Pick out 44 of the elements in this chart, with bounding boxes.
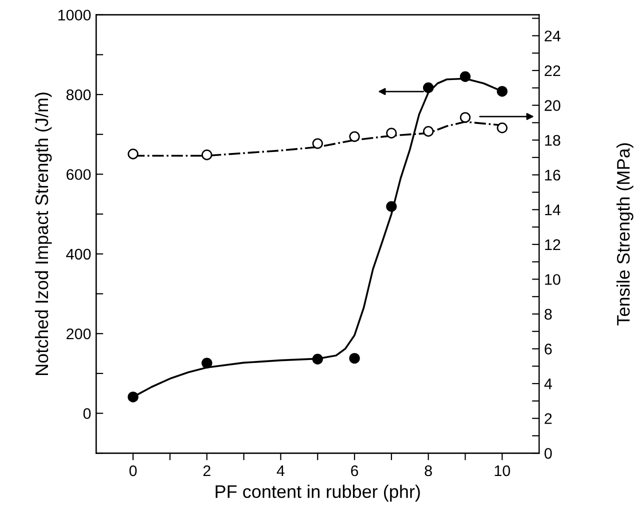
y2-tick-label: 18 <box>545 134 560 146</box>
x-axis-title: PF content in rubber (phr) <box>216 484 420 502</box>
point <box>202 150 212 160</box>
point <box>422 126 434 137</box>
point <box>386 128 397 138</box>
y2-tick-label: 24 <box>544 30 560 42</box>
point <box>386 201 397 212</box>
y2-tick-label: 14 <box>545 204 560 216</box>
x-tick-label: 6 <box>351 465 358 476</box>
x-tick-label: 4 <box>276 466 285 476</box>
y-tick-label: 200 <box>66 328 91 340</box>
y-tick-label: 400 <box>66 248 91 260</box>
point <box>128 148 138 160</box>
point <box>496 86 508 97</box>
point <box>312 354 323 364</box>
y2-tick-label: 0 <box>544 448 552 459</box>
y-axis-title: Notched Izod Impact Strength (J/m) <box>34 92 52 375</box>
y2-tick-label: 8 <box>544 308 552 320</box>
x-tick-label: 2 <box>203 465 210 476</box>
y2-tick-label: 10 <box>545 274 560 285</box>
point <box>460 112 471 123</box>
y2-axis-title: Tensile Strength (MPa) <box>616 143 634 326</box>
y-tick-label: 800 <box>66 89 91 100</box>
y-tick-label: 600 <box>66 169 91 180</box>
point <box>422 82 434 94</box>
y2-tick-label: 12 <box>545 239 560 250</box>
point <box>312 138 323 149</box>
point <box>460 71 471 82</box>
point <box>349 352 360 364</box>
y2-tick-label: 6 <box>544 344 552 354</box>
point <box>128 392 138 402</box>
y2-tick-label: 2 <box>544 413 552 424</box>
x-tick-label: 10 <box>494 465 510 476</box>
y2-tick-label: 20 <box>544 100 560 111</box>
point <box>496 122 508 134</box>
y2-tick-label: 22 <box>544 65 560 76</box>
y-tick-label: 0 <box>83 408 91 419</box>
x-tick-label: 8 <box>424 465 432 476</box>
y2-tick-label: 16 <box>545 170 560 181</box>
x-tick-label: 0 <box>129 465 137 476</box>
y2-tick-label: 4 <box>544 378 552 390</box>
point <box>349 131 360 142</box>
point <box>202 358 212 368</box>
y-tick-label: 1000 <box>58 10 91 21</box>
